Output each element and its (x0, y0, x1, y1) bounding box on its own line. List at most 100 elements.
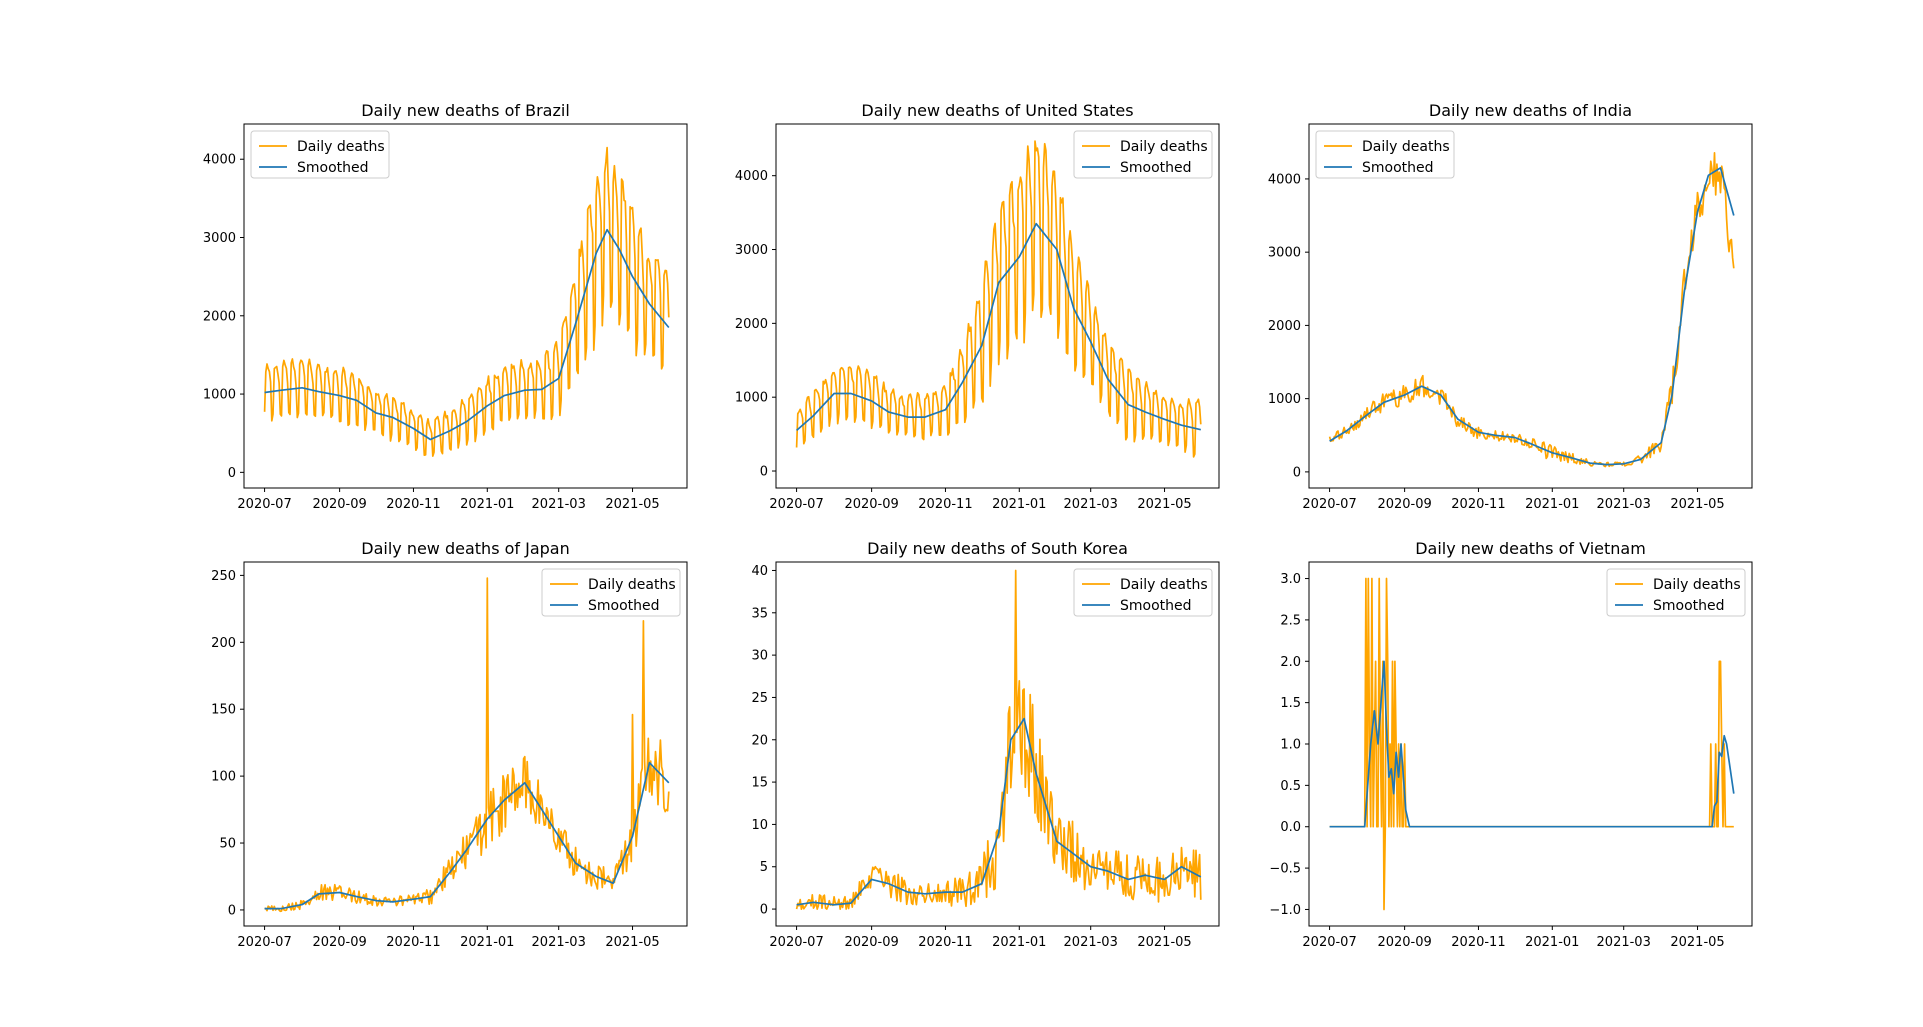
legend-label: Daily deaths (297, 139, 385, 155)
series-line-daily-deaths (1328, 151, 1735, 468)
legend: Daily deaths Smoothed (541, 568, 681, 617)
series-line-daily-deaths (1329, 577, 1734, 911)
series-line-daily-deaths (795, 140, 1202, 458)
x-tick-label: 2021-03 (1597, 497, 1651, 512)
x-tick-label: 2020-11 (918, 497, 972, 512)
legend: Daily deaths Smoothed (1073, 130, 1213, 179)
y-tick-label: 0.0 (1280, 820, 1301, 835)
x-tick-label: 2020-09 (1377, 935, 1431, 950)
plot-area (263, 146, 670, 457)
x-tick-label: 2020-07 (237, 497, 291, 512)
subplot-united-states: Daily new deaths of United States 0 1000 20… (735, 101, 1220, 512)
y-tick-label: −1.0 (1269, 903, 1301, 918)
x-tick-label: 2021-01 (992, 935, 1046, 950)
legend-label: Smoothed (1362, 160, 1434, 176)
x-tick-label: 2020-07 (769, 935, 823, 950)
y-tick-label: 0 (228, 466, 236, 481)
x-tick-label: 2021-05 (1137, 935, 1191, 950)
legend-label: Daily deaths (1120, 577, 1208, 593)
legend-label: Smoothed (1653, 598, 1725, 614)
x-tick-label: 2020-09 (844, 497, 898, 512)
x-tick-label: 2020-07 (769, 497, 823, 512)
series-line-smoothed (264, 228, 670, 441)
x-tick-label: 2020-07 (237, 935, 291, 950)
plot-area (264, 577, 670, 913)
x-tick-label: 2021-05 (1137, 497, 1191, 512)
y-tick-label: 10 (751, 818, 768, 833)
x-tick-label: 2020-11 (386, 935, 440, 950)
series-line-daily-deaths (795, 569, 1202, 910)
axes-frame (243, 561, 688, 927)
y-tick-label: 30 (751, 649, 768, 664)
plot-area (795, 569, 1202, 910)
x-tick-label: 2021-03 (1064, 935, 1118, 950)
series-line-smoothed (1329, 167, 1735, 466)
y-tick-label: 15 (751, 776, 768, 791)
series-line-smoothed (796, 717, 1202, 906)
y-tick-label: 0 (760, 903, 768, 918)
legend-label: Smoothed (1120, 598, 1192, 614)
x-tick-label: 2021-03 (1597, 935, 1651, 950)
y-tick-label: 3000 (735, 243, 768, 258)
legend: Daily deaths Smoothed (250, 130, 390, 179)
y-tick-label: 2000 (1268, 319, 1301, 334)
legend: Daily deaths Smoothed (1606, 568, 1746, 617)
legend: Daily deaths Smoothed (1073, 568, 1213, 617)
x-tick-label: 2021-05 (1670, 497, 1724, 512)
legend-label: Smoothed (1120, 160, 1192, 176)
y-tick-label: 40 (751, 564, 768, 579)
series-line-daily-deaths (264, 577, 670, 913)
plot-area (795, 140, 1202, 458)
x-tick-label: 2020-11 (386, 497, 440, 512)
x-tick-label: 2021-05 (605, 935, 659, 950)
y-tick-label: 4000 (1268, 172, 1301, 187)
y-tick-label: 1000 (1268, 392, 1301, 407)
legend-label: Smoothed (588, 598, 660, 614)
x-tick-label: 2020-07 (1302, 935, 1356, 950)
chart-title: Daily new deaths of India (1429, 101, 1632, 120)
x-tick-label: 2021-01 (992, 497, 1046, 512)
y-tick-label: 1.5 (1280, 696, 1301, 711)
x-tick-label: 2020-09 (312, 935, 366, 950)
x-tick-label: 2021-01 (1525, 935, 1579, 950)
axes-frame (775, 123, 1220, 489)
subplot-vietnam: Daily new deaths of Vietnam −1.0 −0.5 0.0 0.… (1269, 539, 1753, 950)
y-tick-label: 2000 (735, 317, 768, 332)
y-tick-label: 5 (760, 860, 768, 875)
y-tick-label: 0 (760, 465, 768, 480)
plot-area (1328, 151, 1735, 468)
x-tick-label: 2021-05 (605, 497, 659, 512)
subplot-india: Daily new deaths of India 0 1000 2000 3000 40… (1268, 101, 1753, 512)
axes-frame (243, 123, 688, 489)
y-tick-label: 4000 (735, 169, 768, 184)
y-tick-label: 3000 (203, 231, 236, 246)
y-tick-label: 1.0 (1280, 738, 1301, 753)
legend: Daily deaths Smoothed (1315, 130, 1455, 179)
x-tick-label: 2020-09 (844, 935, 898, 950)
plot-area (1329, 577, 1735, 911)
y-tick-label: 3000 (1268, 246, 1301, 261)
x-tick-label: 2021-01 (1525, 497, 1579, 512)
x-tick-label: 2021-05 (1670, 935, 1724, 950)
y-tick-label: 100 (211, 770, 236, 785)
subplot-brazil: Daily new deaths of Brazil 0 1000 2000 3000 4… (203, 101, 688, 512)
y-tick-label: 250 (211, 569, 236, 584)
y-tick-label: 3.0 (1280, 572, 1301, 587)
y-tick-label: 1000 (203, 388, 236, 403)
series-line-smoothed (1329, 660, 1735, 828)
y-tick-label: 20 (751, 733, 768, 748)
y-tick-label: 25 (751, 691, 768, 706)
legend-label: Smoothed (297, 160, 369, 176)
y-tick-label: 1000 (735, 391, 768, 406)
y-tick-label: 2.5 (1280, 613, 1301, 628)
axes-frame (775, 561, 1220, 927)
legend-label: Daily deaths (1362, 139, 1450, 155)
x-tick-label: 2020-09 (312, 497, 366, 512)
chart-title: Daily new deaths of Vietnam (1415, 539, 1646, 558)
chart-title: Daily new deaths of Japan (361, 539, 570, 558)
x-tick-label: 2020-11 (1451, 935, 1505, 950)
y-tick-label: 150 (211, 703, 236, 718)
subplot-south-korea: Daily new deaths of South Korea051015202… (751, 539, 1220, 950)
y-tick-label: 0.5 (1280, 779, 1301, 794)
